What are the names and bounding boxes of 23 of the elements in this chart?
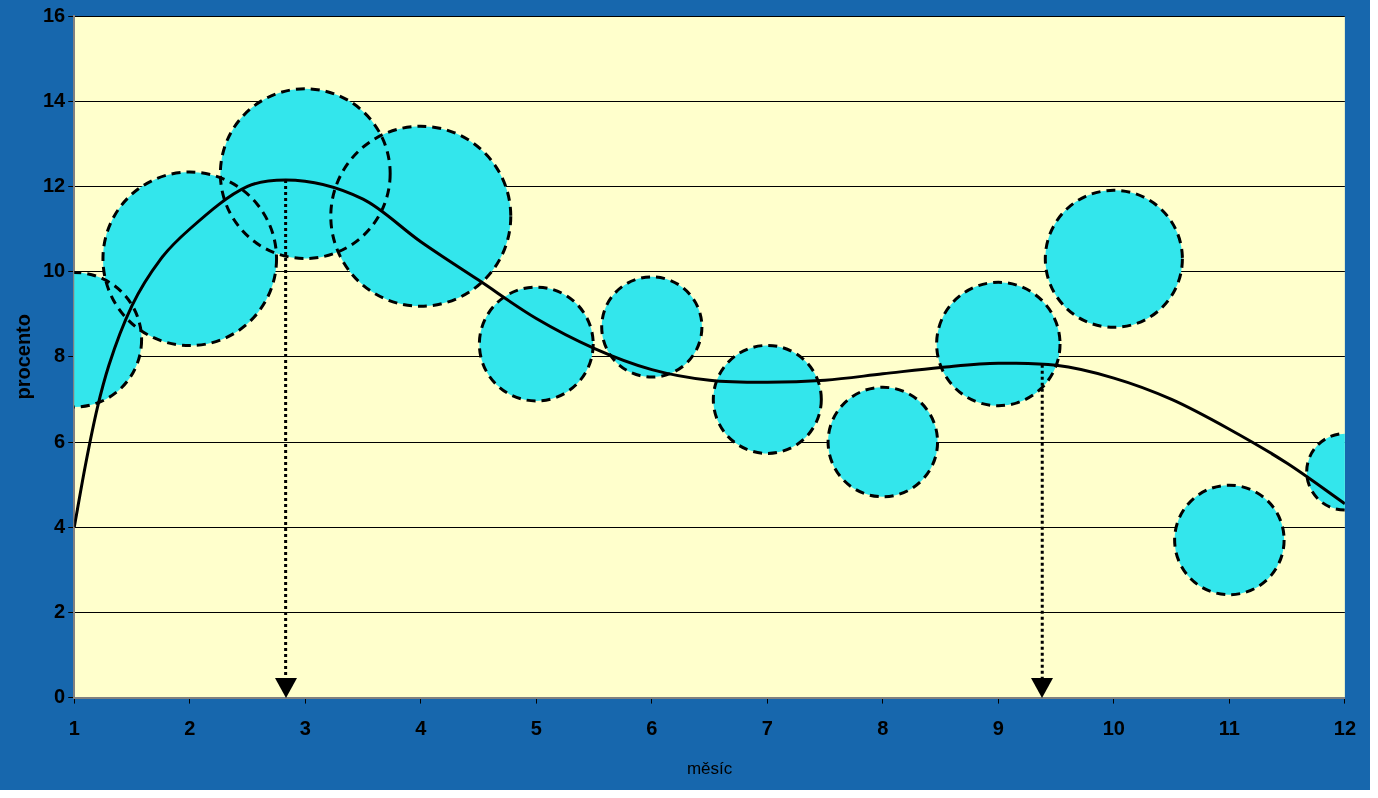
x-tick-label: 10: [1102, 717, 1125, 740]
x-axis-title: měsíc: [686, 759, 733, 779]
y-tick-label: 4: [54, 514, 67, 537]
x-tick-label: 9: [992, 717, 1004, 740]
x-tick-label: 5: [530, 717, 542, 740]
y-tick-label: 14: [43, 88, 67, 111]
y-tick-label: 2: [54, 599, 66, 622]
y-tick-label: 8: [54, 344, 66, 367]
x-tick-label: 3: [299, 717, 311, 740]
y-tick-label: 12: [43, 173, 66, 196]
x-tick-label: 11: [1218, 717, 1240, 740]
x-tick-label: 8: [877, 717, 889, 740]
x-tick-label: 7: [761, 717, 773, 740]
x-tick-label: 1: [68, 717, 80, 740]
x-tick-label: 6: [646, 717, 658, 740]
x-tick-label: 12: [1333, 717, 1356, 740]
y-tick-label: 10: [43, 259, 66, 282]
y-axis-title: procento: [11, 314, 34, 400]
y-tick-label: 16: [43, 3, 66, 26]
y-tick-label: 6: [54, 429, 66, 452]
x-tick-label: 2: [184, 717, 196, 740]
y-tick-label: 0: [54, 685, 66, 708]
x-tick-label: 4: [415, 717, 428, 740]
